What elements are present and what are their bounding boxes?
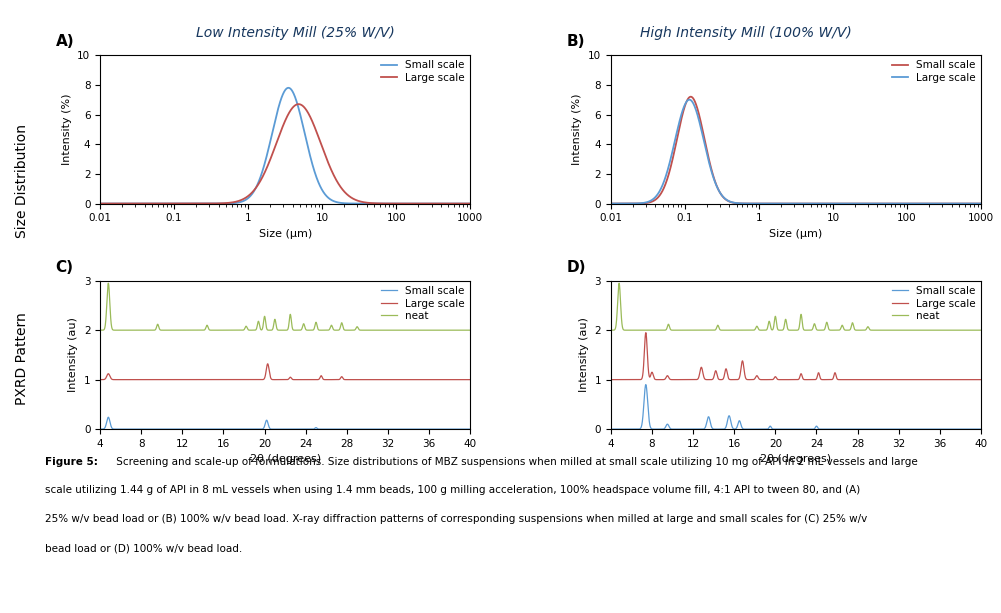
Text: bead load or (D) 100% w/v bead load.: bead load or (D) 100% w/v bead load. <box>45 543 242 553</box>
Legend: Small scale, Large scale: Small scale, Large scale <box>381 60 465 83</box>
X-axis label: Size (μm): Size (μm) <box>258 229 311 239</box>
Text: D): D) <box>567 260 586 275</box>
Text: Screening and scale-up of formulations. Size distributions of MBZ suspensions wh: Screening and scale-up of formulations. … <box>113 457 918 466</box>
Text: Size Distribution: Size Distribution <box>15 124 29 238</box>
Text: scale utilizing 1.44 g of API in 8 mL vessels when using 1.4 mm beads, 100 g mil: scale utilizing 1.44 g of API in 8 mL ve… <box>45 485 860 495</box>
Y-axis label: Intensity (au): Intensity (au) <box>579 318 589 392</box>
Y-axis label: Intensity (%): Intensity (%) <box>62 94 72 165</box>
Text: PXRD Pattern: PXRD Pattern <box>15 312 29 405</box>
Text: Figure 5:: Figure 5: <box>45 457 98 466</box>
X-axis label: Size (μm): Size (μm) <box>770 229 823 239</box>
Legend: Small scale, Large scale, neat: Small scale, Large scale, neat <box>892 286 976 321</box>
Legend: Small scale, Large scale, neat: Small scale, Large scale, neat <box>381 286 465 321</box>
X-axis label: 2θ (degrees): 2θ (degrees) <box>761 454 832 465</box>
Y-axis label: Intensity (au): Intensity (au) <box>68 318 78 392</box>
Text: 25% w/v bead load or (B) 100% w/v bead load. X-ray diffraction patterns of corre: 25% w/v bead load or (B) 100% w/v bead l… <box>45 514 867 524</box>
Legend: Small scale, Large scale: Small scale, Large scale <box>892 60 976 83</box>
Text: C): C) <box>56 260 74 275</box>
Y-axis label: Intensity (%): Intensity (%) <box>573 94 583 165</box>
Text: Low Intensity Mill (25% W/V): Low Intensity Mill (25% W/V) <box>196 26 394 40</box>
Text: High Intensity Mill (100% W/V): High Intensity Mill (100% W/V) <box>640 26 852 40</box>
Text: A): A) <box>56 34 74 49</box>
X-axis label: 2θ (degrees): 2θ (degrees) <box>249 454 320 465</box>
Text: B): B) <box>567 34 585 49</box>
